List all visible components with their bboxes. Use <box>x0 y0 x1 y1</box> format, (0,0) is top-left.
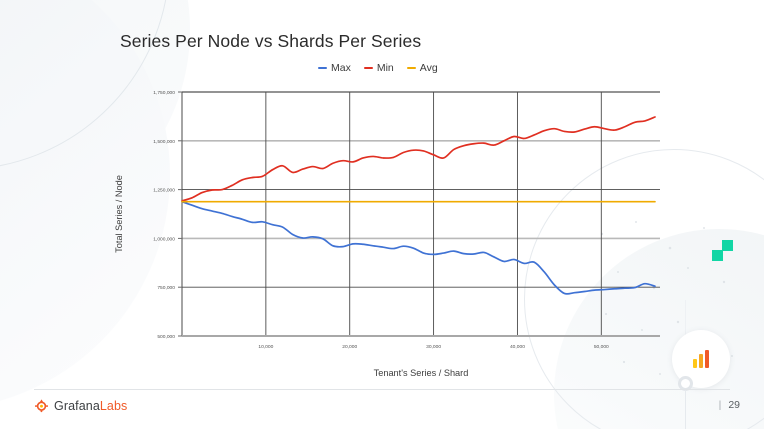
grafana-logo-icon <box>35 399 48 413</box>
legend-item-max[interactable]: Min <box>363 62 394 74</box>
legend-item-avg[interactable]: Avg <box>406 62 438 74</box>
x-tick-label: 30,000 <box>426 344 441 350</box>
legend-label-avg: Avg <box>419 62 438 74</box>
decor-square-teal-lower <box>712 250 723 261</box>
x-tick-label: 20,000 <box>342 344 357 350</box>
bar-chart-icon-bar-2 <box>699 354 703 368</box>
brand-text: GrafanaLabs <box>54 399 127 413</box>
y-axis-tick-labels: 500,000 750,000 1,000,000 1,250,000 1,500,00… <box>153 90 175 340</box>
x-tick-label: 50,000 <box>594 344 609 350</box>
y-tick-label: 500,000 <box>157 334 175 340</box>
decor-square-teal-upper <box>722 240 733 251</box>
chart-legend: Max Min Avg <box>318 62 438 74</box>
y-tick-label: 1,000,000 <box>153 236 175 242</box>
x-tick-label: 40,000 <box>510 344 525 350</box>
y-tick-label: 1,500,000 <box>153 139 175 145</box>
brand-lockup: GrafanaLabs <box>34 398 127 413</box>
chart-series-lines <box>181 116 656 295</box>
footer-divider <box>34 389 730 390</box>
legend-swatch-max <box>363 67 373 69</box>
brand-text-primary: Grafana <box>54 398 100 413</box>
bar-chart-icon <box>693 350 709 368</box>
legend-swatch-avg <box>406 67 416 69</box>
decor-pin-stem-lower <box>685 390 686 429</box>
y-tick-label: 1,750,000 <box>153 90 175 96</box>
bar-chart-icon-bar-3 <box>705 350 709 368</box>
x-axis-title: Tenant's Series / Shard <box>374 368 469 378</box>
bar-chart-icon-bar-1 <box>693 359 697 368</box>
page-number: | 29 <box>719 399 740 411</box>
legend-swatch-min <box>318 67 327 69</box>
y-axis-title: Total Series / Node <box>114 175 124 253</box>
series-line-max <box>181 116 656 202</box>
slide-title: Series Per Node vs Shards Per Series <box>120 31 422 51</box>
chart-axes <box>178 91 660 337</box>
gridlines-horizontal <box>182 91 660 288</box>
line-chart: 500,000 750,000 1,000,000 1,250,000 1,500,00… <box>108 82 668 382</box>
y-tick-label: 750,000 <box>157 285 175 291</box>
decor-pin-stem-upper <box>685 300 686 378</box>
legend-item-min[interactable]: Max <box>318 62 351 74</box>
legend-label-min: Max <box>331 62 351 74</box>
series-line-min <box>181 200 656 295</box>
page-number-value: 29 <box>728 399 740 411</box>
x-axis-tick-labels: 10,000 20,000 30,000 40,000 50,000 <box>258 344 609 350</box>
gridlines-vertical <box>265 92 602 336</box>
legend-label-max: Min <box>376 62 394 74</box>
y-tick-label: 1,250,000 <box>153 188 175 194</box>
page-number-separator: | <box>718 399 722 411</box>
decor-chart-badge <box>672 330 730 388</box>
chart-svg: 500,000 750,000 1,000,000 1,250,000 1,500,00… <box>114 90 660 378</box>
brand-text-accent: Labs <box>99 398 128 413</box>
x-tick-label: 10,000 <box>258 344 273 350</box>
